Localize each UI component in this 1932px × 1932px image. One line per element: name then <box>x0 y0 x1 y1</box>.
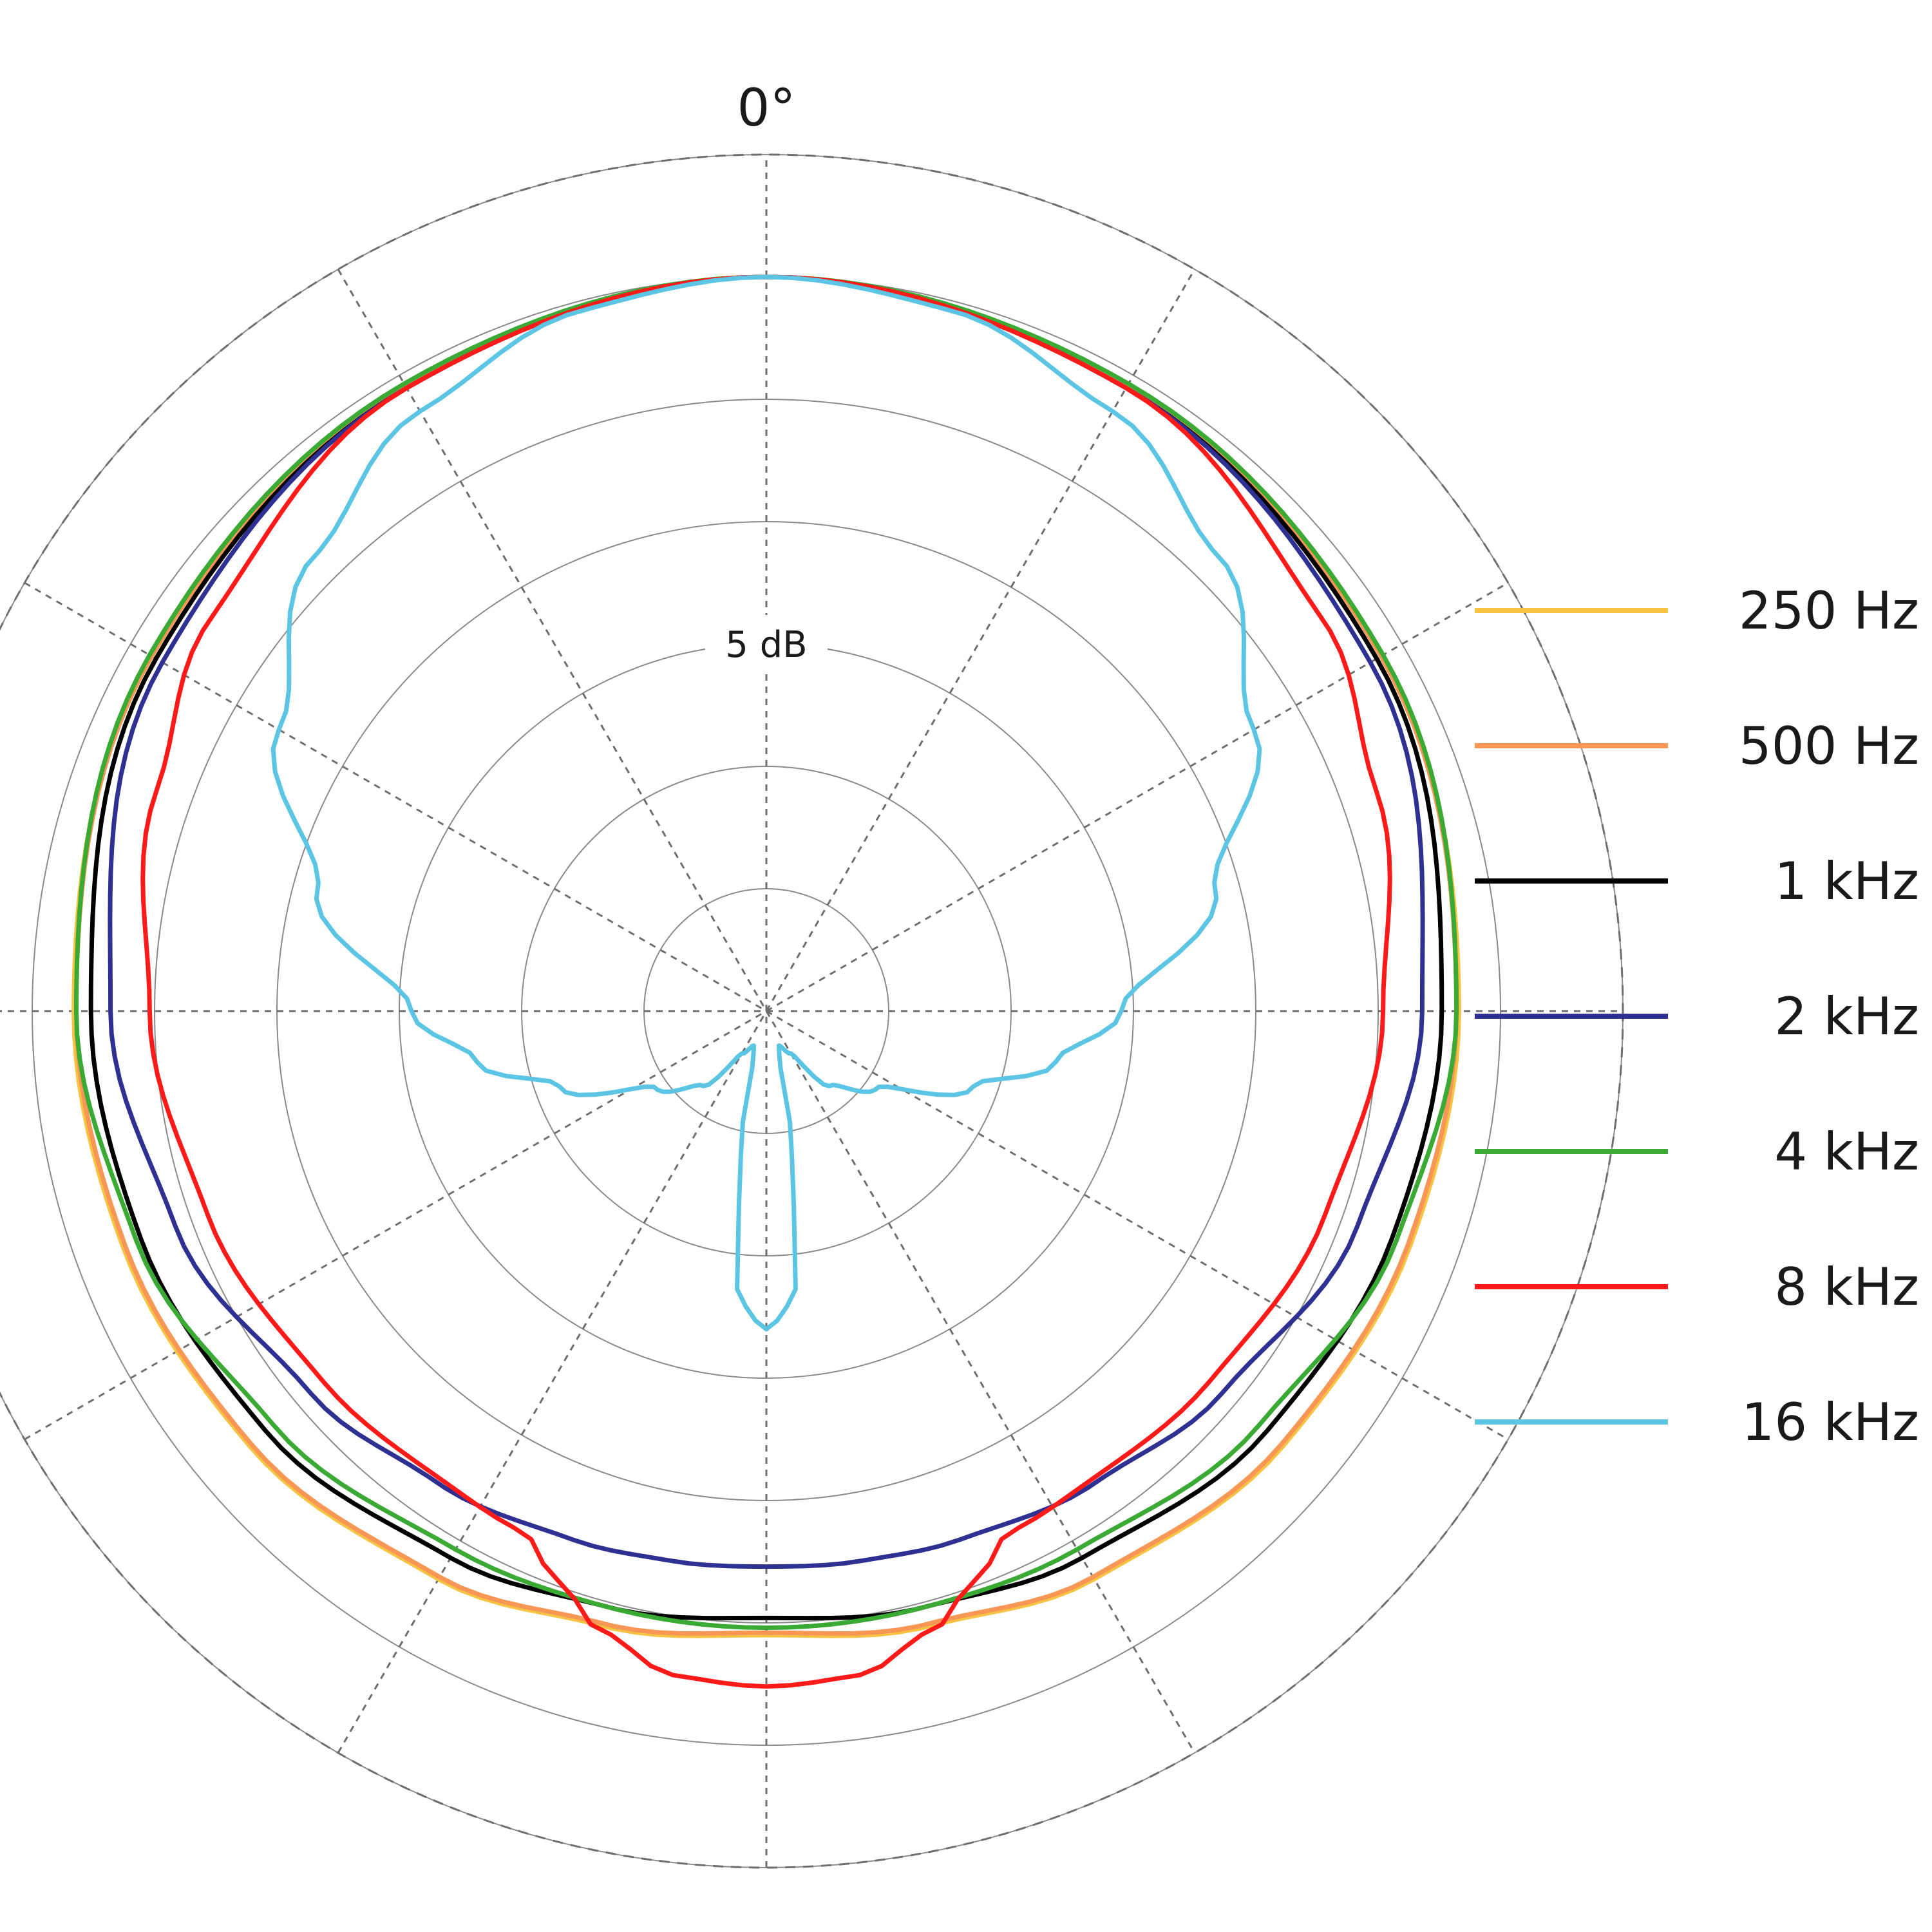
grid-spoke <box>337 269 1196 1754</box>
series-curve-500-hz <box>73 274 1459 1636</box>
polar-grid <box>0 153 1624 1869</box>
series-curve-4-khz <box>73 274 1459 1631</box>
series-curve-1-khz <box>88 274 1444 1621</box>
legend-label: 250 Hz <box>1739 581 1919 641</box>
series-curve-16-khz <box>270 274 1262 1332</box>
legend-label: 16 kHz <box>1741 1392 1919 1452</box>
legend-label: 8 kHz <box>1774 1257 1919 1317</box>
legend: 250 Hz 500 Hz 1 kHz 2 kHz 4 kHz 8 kHz 16 kHz <box>1475 581 1919 1452</box>
ring-label-backdrop <box>705 615 828 673</box>
legend-label: 1 kHz <box>1774 851 1919 911</box>
series-curve-2-khz <box>108 274 1425 1569</box>
grid-ring-outer <box>0 153 1624 1869</box>
series-curve-8-khz <box>140 274 1392 1689</box>
ring-label: 5 dB <box>725 624 807 666</box>
legend-label: 4 kHz <box>1774 1122 1919 1182</box>
angle-label-0: 0° <box>737 78 796 138</box>
pattern-curves <box>71 274 1461 1689</box>
legend-label: 500 Hz <box>1739 716 1919 776</box>
legend-label: 2 kHz <box>1774 987 1919 1046</box>
